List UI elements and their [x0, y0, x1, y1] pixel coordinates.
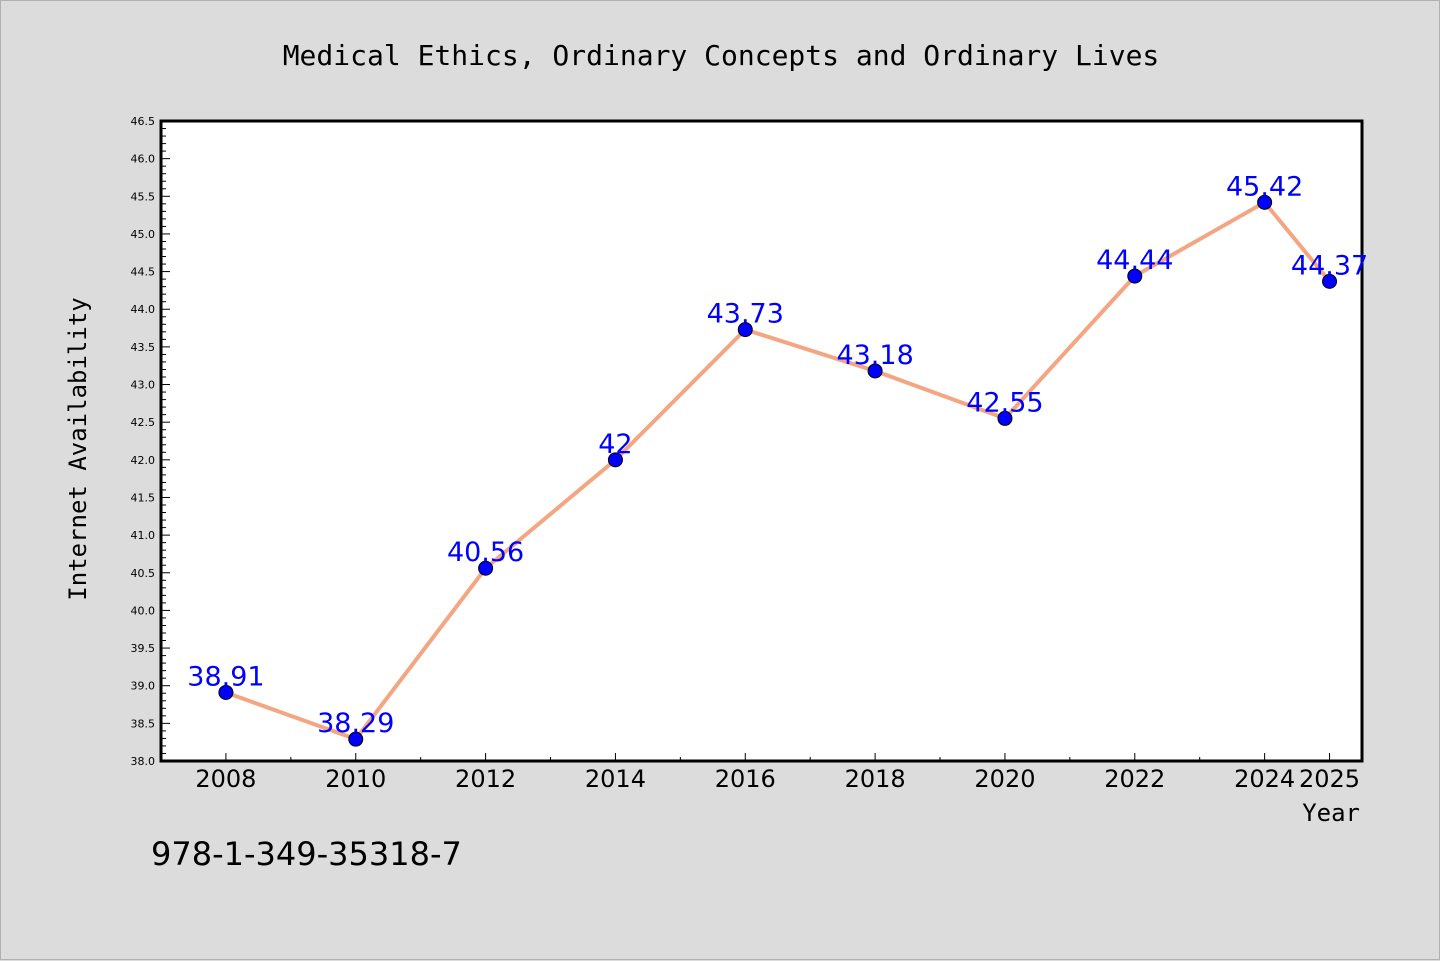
data-point	[478, 560, 494, 576]
y-axis-label: Internet Availability	[64, 297, 92, 600]
y-tick-label: 42.0	[131, 454, 156, 467]
data-label: 40.56	[447, 537, 524, 568]
x-tick-label: 2012	[455, 765, 516, 793]
y-tick-label: 42.5	[131, 416, 156, 429]
x-tick-label: 2025	[1299, 765, 1360, 793]
data-point	[218, 684, 234, 700]
data-label: 45.42	[1226, 171, 1303, 202]
data-point	[348, 731, 364, 747]
x-axis: 2008 2010 2012 2014 2016 2018 2020 2022 2024 2025	[195, 753, 1360, 793]
data-point	[1127, 268, 1143, 284]
y-tick-label: 45.0	[131, 228, 156, 241]
data-label: 44.44	[1096, 245, 1173, 276]
y-tick-label: 46.5	[131, 115, 156, 128]
y-tick-label: 46.0	[131, 153, 156, 166]
y-tick-label: 38.5	[131, 717, 156, 730]
x-tick-label: 2016	[715, 765, 776, 793]
y-tick-label: 41.0	[131, 529, 156, 542]
x-tick-label: 2010	[325, 765, 386, 793]
data-point	[1322, 273, 1338, 289]
plot-area	[159, 119, 1364, 763]
y-tick-label: 39.5	[131, 642, 156, 655]
data-point	[867, 363, 883, 379]
data-label: 44.37	[1291, 250, 1368, 281]
series-line	[225, 200, 1332, 742]
x-tick-label: 2014	[585, 765, 646, 793]
data-label: 42	[598, 429, 632, 460]
y-tick-label: 40.5	[131, 567, 156, 580]
y-tick-label: 43.5	[131, 341, 156, 354]
data-point	[997, 410, 1013, 426]
x-tick-label: 2008	[195, 765, 256, 793]
data-label: 43.73	[707, 299, 784, 330]
y-tick-label: 45.5	[131, 190, 156, 203]
x-tick-label: 2018	[845, 765, 906, 793]
y-tick-label: 41.5	[131, 491, 156, 504]
data-label: 38.91	[187, 661, 264, 692]
y-tick-label: 44.5	[131, 266, 156, 279]
y-tick-label: 39.0	[131, 680, 156, 693]
data-point	[1257, 194, 1273, 210]
y-tick-label: 44.0	[131, 303, 156, 316]
y-tick-label: 38.0	[131, 755, 156, 768]
chart-title: Medical Ethics, Ordinary Concepts and Or…	[283, 39, 1160, 72]
x-tick-label: 2024	[1234, 765, 1295, 793]
data-label: 38.29	[317, 708, 394, 739]
x-axis-label: Year	[1302, 799, 1360, 827]
data-point	[607, 452, 623, 468]
x-tick-label: 2020	[974, 765, 1035, 793]
y-tick-label: 43.0	[131, 379, 156, 392]
x-tick-label: 2022	[1104, 765, 1165, 793]
y-axis: 38.0 38.5 39.0 39.5 40.0 40.5 41.0 41.5 42.0 42.5…	[131, 115, 170, 768]
isbn-text: 978-1-349-35318-7	[151, 835, 462, 873]
y-tick-label: 40.0	[131, 604, 156, 617]
data-point	[737, 322, 753, 338]
series-layer: 38.91 38.29 40.56 42 43.73 43.18 42.55 44.44 45.…	[187, 171, 1368, 747]
data-label: 42.55	[966, 387, 1043, 418]
data-label: 43.18	[836, 340, 913, 371]
